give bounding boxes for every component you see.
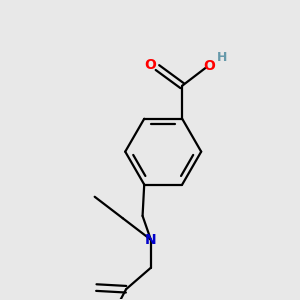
Text: O: O: [144, 58, 156, 72]
Text: N: N: [145, 233, 157, 247]
Text: O: O: [203, 59, 215, 73]
Text: H: H: [217, 51, 227, 64]
